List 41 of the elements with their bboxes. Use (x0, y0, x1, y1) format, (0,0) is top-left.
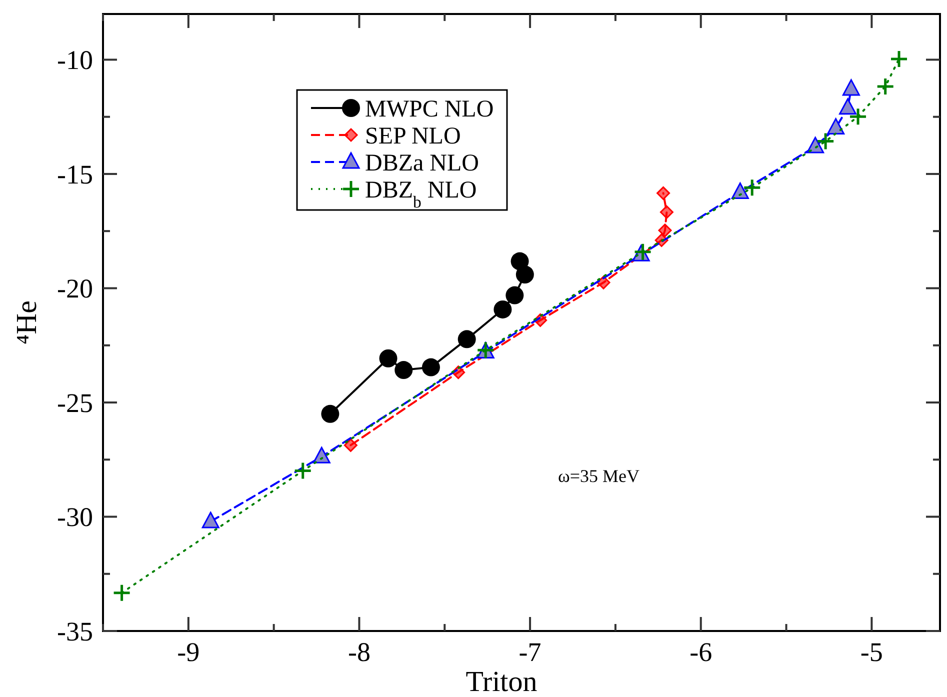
point (731, 182, 749, 199)
legend-label: SEP NLO (365, 123, 461, 150)
point (660, 205, 674, 219)
y-tick-label: -10 (57, 45, 93, 76)
x-tick-label: -6 (690, 637, 712, 667)
point (379, 349, 398, 368)
y-tick-label: -25 (57, 388, 93, 418)
point (510, 252, 529, 270)
point (321, 404, 340, 423)
point (294, 462, 312, 480)
y-axis-title: ⁴He (11, 300, 43, 344)
point (394, 361, 413, 380)
point (827, 118, 845, 135)
legend-label: MWPC NLO (365, 96, 494, 122)
point (422, 358, 440, 376)
point (506, 286, 524, 304)
x-tick-label: -5 (860, 637, 883, 667)
y-tick-label: -15 (57, 159, 93, 190)
point (839, 98, 857, 115)
y-tick-label: -20 (57, 274, 93, 304)
x-axis-title: Triton (466, 666, 538, 697)
legend-label: DBZa NLO (365, 150, 479, 176)
point (742, 178, 762, 197)
x-tick-label: -7 (518, 637, 542, 667)
point (458, 330, 476, 348)
point (848, 107, 868, 126)
x-tick-label: -8 (348, 637, 370, 667)
y-tick-label: -30 (57, 502, 93, 532)
point (890, 50, 908, 68)
point (494, 300, 512, 318)
point (656, 186, 670, 200)
legend-label: DBZ$_{b}$ NLO (365, 177, 477, 211)
point (344, 438, 358, 452)
point (112, 584, 132, 602)
point (816, 132, 835, 151)
annotation: ω=35 MeV (558, 466, 640, 486)
point (658, 224, 672, 238)
y-tick-label: -35 (57, 616, 93, 646)
point (876, 77, 895, 96)
point (842, 79, 860, 96)
x-tick-label: -9 (177, 637, 200, 667)
